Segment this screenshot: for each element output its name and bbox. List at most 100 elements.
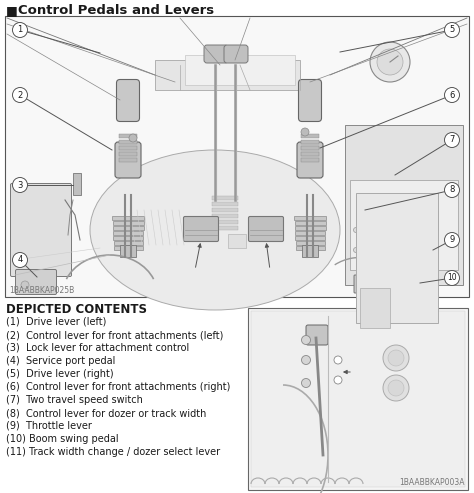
FancyBboxPatch shape [183,216,219,242]
Circle shape [445,23,459,37]
Bar [114,246,143,250]
Circle shape [354,227,358,233]
Text: 2: 2 [18,91,23,100]
Bar [73,173,81,195]
Circle shape [377,49,403,75]
Bar [301,134,319,138]
Bar [155,60,300,90]
Bar [295,221,327,225]
FancyBboxPatch shape [16,270,56,294]
Bar [360,225,415,255]
Text: 1BAABBKAP025B: 1BAABBKAP025B [9,286,74,295]
Bar [120,245,136,257]
Text: (2)  Control lever for front attachments (left): (2) Control lever for front attachments … [6,330,223,340]
Circle shape [21,281,29,289]
Circle shape [445,182,459,198]
Text: (7)  Two travel speed switch: (7) Two travel speed switch [6,395,143,405]
Bar [296,246,325,250]
Bar [301,140,319,144]
FancyBboxPatch shape [306,325,328,345]
Bar [119,158,137,162]
Bar [212,202,238,206]
Bar [5,16,469,297]
Circle shape [388,380,404,396]
FancyBboxPatch shape [117,79,139,121]
Bar [212,220,238,224]
FancyBboxPatch shape [248,216,283,242]
FancyBboxPatch shape [299,79,321,121]
Text: (10) Boom swing pedal: (10) Boom swing pedal [6,434,118,444]
Circle shape [404,247,410,252]
Circle shape [12,252,27,268]
Text: 7: 7 [449,136,455,144]
Bar [113,226,144,230]
Text: 8: 8 [449,185,455,195]
Text: (11) Track width change / dozer select lever: (11) Track width change / dozer select l… [6,447,220,457]
Circle shape [301,336,310,345]
Bar [212,226,238,230]
Bar [295,236,325,240]
Text: 4: 4 [18,255,23,265]
Text: (4)  Service port pedal: (4) Service port pedal [6,356,115,366]
Bar [302,245,318,257]
Circle shape [404,227,410,233]
Text: 10: 10 [447,274,457,282]
Text: 5: 5 [449,26,455,35]
Circle shape [301,128,309,136]
Bar [350,180,458,270]
Circle shape [334,356,342,364]
Circle shape [383,375,409,401]
Bar [113,236,143,240]
Bar [248,308,468,490]
Bar [212,214,238,218]
Bar [119,134,137,138]
Text: (9)  Throttle lever: (9) Throttle lever [6,421,92,431]
Bar [251,311,465,487]
Text: Control Pedals and Levers: Control Pedals and Levers [18,4,214,17]
Circle shape [445,133,459,147]
Bar [212,196,238,200]
Bar [114,241,144,245]
FancyBboxPatch shape [204,45,228,63]
Bar [113,231,144,235]
Bar [294,216,326,220]
Text: 1: 1 [18,26,23,35]
Text: 9: 9 [449,236,455,245]
Text: 6: 6 [449,91,455,100]
Bar [119,140,137,144]
Bar [119,146,137,150]
Bar [360,288,390,328]
Circle shape [370,42,410,82]
Ellipse shape [90,150,340,310]
Bar [228,234,246,248]
Bar [112,216,144,220]
Bar [185,55,295,85]
Circle shape [12,87,27,103]
Circle shape [445,87,459,103]
Bar [356,193,438,323]
Bar [345,125,463,285]
Text: (1)  Drive lever (left): (1) Drive lever (left) [6,317,106,327]
FancyBboxPatch shape [354,275,426,293]
Bar [295,226,326,230]
Text: (6)  Control lever for front attachments (right): (6) Control lever for front attachments … [6,382,230,392]
Circle shape [445,233,459,247]
FancyBboxPatch shape [115,142,141,178]
Text: ■: ■ [6,4,18,17]
FancyBboxPatch shape [224,45,248,63]
Circle shape [354,247,358,252]
Text: (8)  Control lever for dozer or track width: (8) Control lever for dozer or track wid… [6,408,206,418]
FancyBboxPatch shape [412,210,438,232]
Circle shape [445,271,459,285]
Bar [301,152,319,156]
Text: 1BAABBKAP003A: 1BAABBKAP003A [400,478,465,487]
Circle shape [334,376,342,384]
Text: DEPICTED CONTENTS: DEPICTED CONTENTS [6,303,147,316]
Circle shape [12,177,27,192]
Bar [212,208,238,212]
Circle shape [388,350,404,366]
Bar [113,221,145,225]
Bar [301,158,319,162]
Text: (3)  Lock lever for attachment control: (3) Lock lever for attachment control [6,343,189,353]
Circle shape [383,345,409,371]
